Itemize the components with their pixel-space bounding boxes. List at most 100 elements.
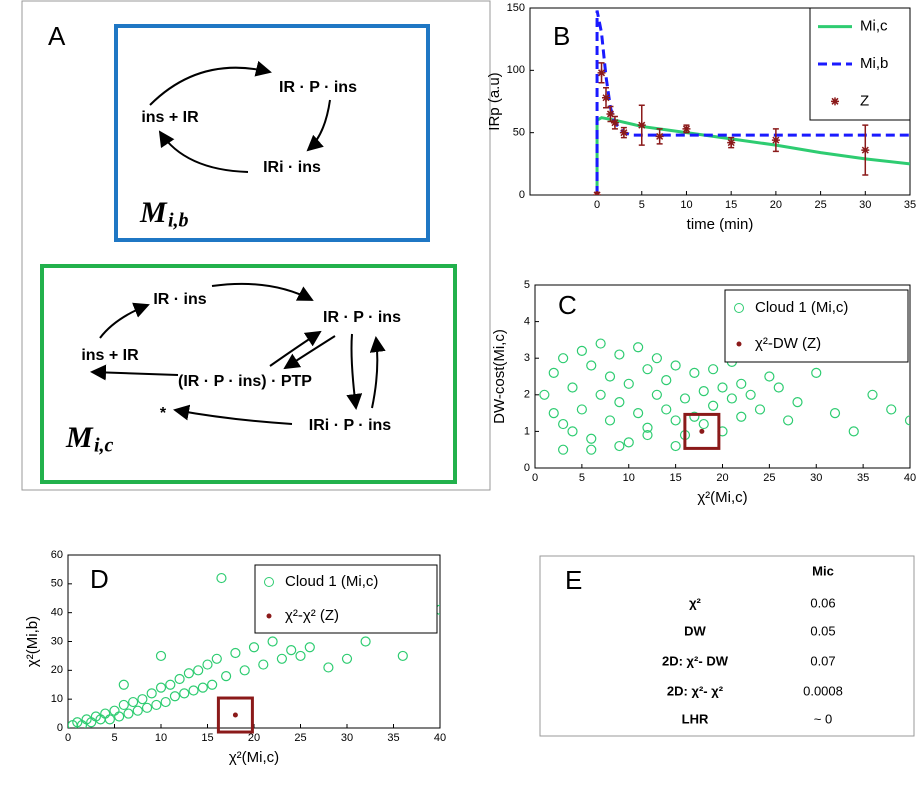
x-tick-label: 0 [594,199,600,211]
point [548,367,559,378]
cell: 0.07 [810,653,835,668]
legend-label: Cloud 1 (Mi,c) [285,573,378,590]
x-tick-label: 5 [579,472,585,484]
point [829,408,841,419]
point [248,642,260,653]
point [548,408,559,419]
x-axis-label: χ²(Mi,c) [229,749,279,766]
point [132,705,143,716]
point [188,685,199,696]
node: IR · P · ins [323,309,401,326]
point [642,422,653,433]
y-axis-label: χ²(Mi,b) [24,616,41,667]
x-tick-label: 25 [763,472,775,484]
point [567,382,578,393]
x-tick-label: 35 [904,199,916,211]
point [160,696,171,708]
point [792,397,803,408]
legend-label: χ²-DW (Z) [755,335,821,352]
point [323,662,334,673]
marker [602,93,610,102]
y-tick-label: 1 [524,425,530,437]
cell: 0.05 [810,623,835,638]
x-tick-label: 30 [859,199,871,211]
legend-box [724,289,909,363]
point [207,679,218,690]
x-axis-label: χ²(Mi,c) [697,489,747,506]
point [661,404,672,415]
legend-label: χ²-χ² (Z) [285,607,339,624]
point [179,688,190,699]
point [123,708,134,719]
point [670,360,681,371]
marker [619,128,628,137]
y-tick-label: 20 [51,664,63,676]
y-tick-label: 3 [524,352,530,364]
point [595,389,606,400]
y-tick-label: 50 [51,578,63,590]
point [633,408,644,419]
point [651,389,662,400]
marker [606,109,615,118]
x-tick-label: 5 [111,732,117,744]
point [754,404,766,415]
x-tick-label: 25 [814,199,826,211]
point [276,653,287,664]
point [745,389,756,400]
x-tick-label: 40 [434,732,446,744]
point [904,415,910,426]
node: (IR · P · ins) · PTP [178,373,312,390]
x-tick-label: 15 [670,472,682,484]
point [699,428,705,434]
arrow [99,302,150,339]
arrow [346,333,363,410]
point [397,650,408,662]
point [586,433,597,444]
legend-swatch [734,303,744,313]
point [304,642,315,653]
marker [771,136,780,145]
highlight-box [216,696,254,734]
point [736,378,747,389]
point [614,349,625,360]
y-tick-label: 0 [57,722,63,734]
x-tick-label: 0 [532,472,538,484]
panel-label: D [90,564,109,594]
point [360,636,371,647]
x-tick-label: 10 [155,732,167,744]
x-tick-label: 15 [725,199,737,211]
model-subscript: i,c [94,435,114,457]
x-tick-label: 25 [294,732,306,744]
highlight-box [683,412,721,450]
panel-frame [21,0,491,491]
x-tick-label: 20 [770,199,782,211]
marker [682,124,691,133]
point [146,688,157,699]
point [886,404,897,415]
arrow [306,99,331,152]
row-label: 2D: χ²- χ² [667,683,724,698]
y-tick-label: 0 [524,462,530,474]
marker [610,118,619,127]
point [197,682,208,693]
panel-label: C [558,290,577,320]
y-tick-label: 10 [51,693,63,705]
x-tick-label: 30 [341,732,353,744]
point [586,444,597,455]
x-tick-label: 35 [387,732,399,744]
point [661,375,672,386]
x-tick-label: 20 [248,732,260,744]
point [230,647,241,659]
marker [861,146,870,155]
point [341,653,353,664]
point [614,440,625,452]
y-axis-label: IRp (a.u) [486,72,503,130]
node: IRi · P · ins [309,417,391,434]
model-subscript: i,b [168,210,189,232]
point [193,665,204,676]
legend-label: Mi,b [860,55,888,72]
point [586,360,597,371]
point [670,415,681,426]
point [221,670,232,682]
arrow [158,130,249,173]
